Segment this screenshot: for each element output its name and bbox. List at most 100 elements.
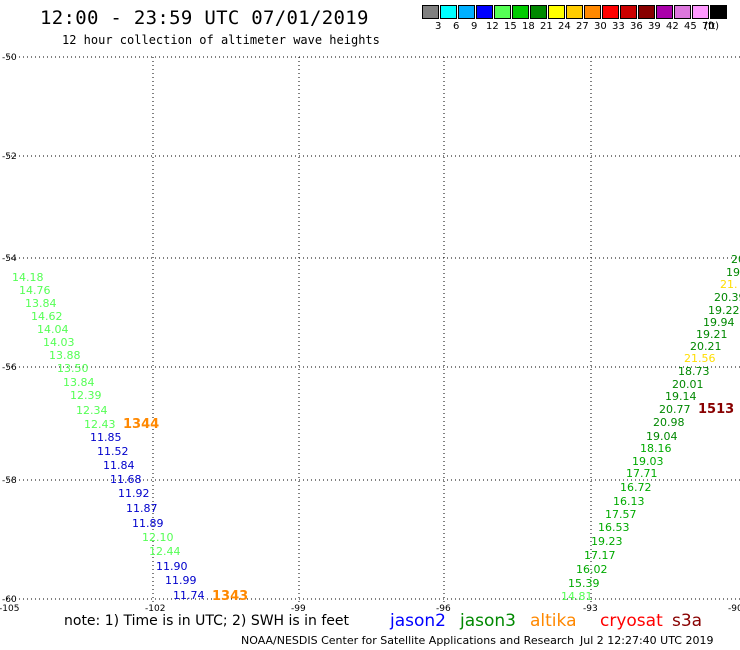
wave-height-label: 11.84 (103, 459, 135, 472)
wave-height-label: 20.39 (714, 291, 740, 304)
map-subtitle: 12 hour collection of altimeter wave hei… (62, 33, 380, 47)
legend-swatch (674, 5, 691, 19)
wave-height-label: 19.21 (696, 328, 728, 341)
wave-height-label: 11.68 (110, 473, 142, 486)
wave-height-label: 19.94 (703, 316, 735, 329)
wave-height-label: 20 (731, 253, 740, 266)
satellite-name: s3a (672, 611, 703, 631)
latitude-tick-label: -52 (2, 152, 17, 162)
grid-lines (7, 56, 740, 605)
legend-label: 21 (540, 21, 553, 32)
legend-swatch (548, 5, 565, 19)
legend-swatch (512, 5, 529, 19)
legend-swatch (422, 5, 439, 19)
map-title: 12:00 - 23:59 UTC 07/01/2019 (40, 7, 369, 29)
wave-height-label: 14.18 (12, 271, 44, 284)
footer-credit: NOAA/NESDIS Center for Satellite Applica… (241, 634, 575, 647)
latitude-tick-label: -58 (2, 476, 17, 486)
legend-label: 18 (522, 21, 535, 32)
satellite-name: jason3 (460, 611, 516, 631)
wave-height-label: 11.52 (97, 445, 129, 458)
wave-height-label: 16.02 (576, 563, 608, 576)
longitude-tick-label: -90 (728, 604, 740, 614)
longitude-tick-label: -105 (0, 604, 19, 614)
wave-height-label: 11.85 (90, 431, 122, 444)
legend-swatch (494, 5, 511, 19)
legend-label: 9 (471, 21, 478, 32)
wave-height-label: 12.34 (76, 404, 108, 417)
pass-number-labels: 1344 1343 1513 (123, 402, 734, 604)
legend-label: 24 (558, 21, 571, 32)
wave-height-label: 21. (720, 278, 738, 291)
legend-label: 39 (648, 21, 661, 32)
longitude-tick-label: -93 (583, 604, 598, 614)
latitude-tick-label: -60 (2, 595, 17, 605)
pass-number-label: 1343 (212, 589, 248, 604)
wave-height-label: 18.16 (640, 442, 672, 455)
wave-height-label: 19 (726, 266, 740, 279)
wave-height-label: 19.03 (632, 455, 664, 468)
legend-swatch (638, 5, 655, 19)
wave-height-label: 12.39 (70, 389, 102, 402)
legend-label: 33 (612, 21, 625, 32)
wave-height-label: 16.13 (613, 495, 645, 508)
wave-height-label: 19.22 (708, 304, 740, 317)
legend-label: 27 (576, 21, 589, 32)
wave-height-label: 14.81 (561, 590, 593, 603)
wave-height-label: 21.56 (684, 352, 716, 365)
legend-swatch (440, 5, 457, 19)
wave-height-label: 19.04 (646, 430, 678, 443)
longitude-tick-label: -102 (145, 604, 165, 614)
legend-swatch (692, 5, 709, 19)
legend-label: 36 (630, 21, 643, 32)
longitude-tick-label: -99 (291, 604, 306, 614)
legend-label: 70 (702, 21, 715, 32)
wave-height-label: 17.57 (605, 508, 637, 521)
legend-swatch (602, 5, 619, 19)
wave-height-label: 14.76 (19, 284, 51, 297)
wave-height-label: 14.03 (43, 336, 75, 349)
note-text: note: 1) Time is in UTC; 2) SWH is in fe… (64, 613, 350, 629)
satellite-name: altika (530, 611, 577, 631)
wave-height-label: 11.90 (156, 560, 188, 573)
wave-height-label: 18.73 (678, 365, 710, 378)
wave-height-label: 11.92 (118, 487, 150, 500)
legend-label: 42 (666, 21, 679, 32)
legend-swatch (530, 5, 547, 19)
wave-height-label: 17.71 (626, 467, 658, 480)
legend-label: 15 (504, 21, 517, 32)
legend-swatch (566, 5, 583, 19)
legend-unit: (ft) (704, 21, 720, 32)
wave-height-label: 20.21 (690, 340, 722, 353)
legend-label: 12 (486, 21, 499, 32)
footer-timestamp: Jul 2 12:27:40 UTC 2019 (580, 634, 714, 647)
legend-swatch (584, 5, 601, 19)
pass-number-label: 1513 (698, 402, 734, 417)
legend-swatch (710, 5, 727, 19)
wave-height-label: 13.88 (49, 349, 81, 362)
longitude-tick-label: -96 (436, 604, 451, 614)
wave-height-label: 13.84 (25, 297, 57, 310)
satellite-name: cryosat (600, 611, 663, 631)
wave-height-label: 12.10 (142, 531, 174, 544)
wave-height-label: 12.44 (149, 545, 181, 558)
legend-label: 30 (594, 21, 607, 32)
wave-height-label: 13.50 (57, 362, 89, 375)
wave-height-label: 20.98 (653, 416, 685, 429)
east-track-labels: 201921.20.3919.2219.9419.2120.2121.5618.… (561, 253, 740, 603)
legend-label: 45 (684, 21, 697, 32)
west-track-labels: 14.1814.7613.8414.6214.0414.0313.8813.50… (12, 271, 205, 602)
wave-height-label: 11.99 (165, 574, 197, 587)
wave-height-label: 20.77 (659, 403, 691, 416)
wave-height-label: 13.84 (63, 376, 95, 389)
legend-swatch (458, 5, 475, 19)
axis-tick-labels: -50 -52 -54 -56 -58 -60-105 -102 -99 -96 -93 -90 (0, 53, 740, 614)
wave-height-label: 14.04 (37, 323, 69, 336)
wave-height-label: 17.17 (584, 549, 616, 562)
wave-height-label: 11.74 (173, 589, 205, 602)
wave-height-label: 16.53 (598, 521, 630, 534)
legend-label: 3 (435, 21, 442, 32)
pass-number-label: 1344 (123, 417, 159, 432)
wave-height-label: 15.39 (568, 577, 600, 590)
